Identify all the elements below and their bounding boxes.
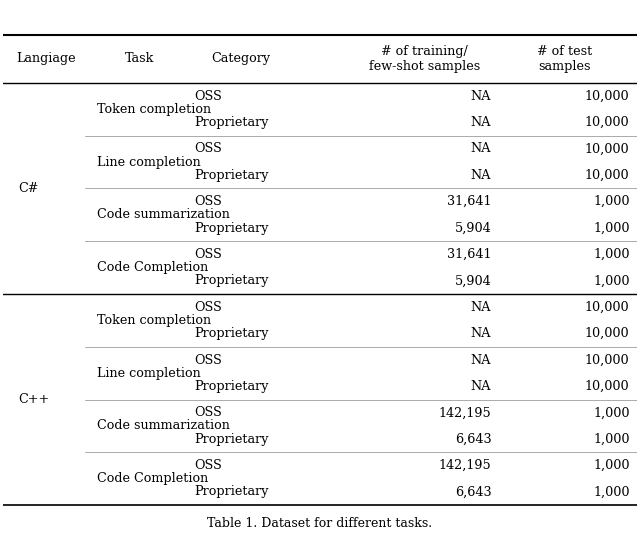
Text: NA: NA <box>471 143 492 156</box>
Text: 31,641: 31,641 <box>447 248 492 261</box>
Text: 1,000: 1,000 <box>593 459 630 472</box>
Text: Langiage: Langiage <box>16 52 76 65</box>
Text: 142,195: 142,195 <box>438 406 492 419</box>
Text: NA: NA <box>471 327 492 340</box>
Text: OSS: OSS <box>195 90 222 103</box>
Text: 5,904: 5,904 <box>454 274 492 287</box>
Text: OSS: OSS <box>195 248 222 261</box>
Text: NA: NA <box>471 169 492 182</box>
Text: Task: Task <box>125 52 154 65</box>
Text: OSS: OSS <box>195 459 222 472</box>
Text: Code Completion: Code Completion <box>97 472 208 485</box>
Text: 10,000: 10,000 <box>585 380 630 393</box>
Text: 31,641: 31,641 <box>447 195 492 208</box>
Text: 10,000: 10,000 <box>585 354 630 367</box>
Text: 6,643: 6,643 <box>454 485 492 498</box>
Text: OSS: OSS <box>195 195 222 208</box>
Text: Code Completion: Code Completion <box>97 261 208 274</box>
Text: 6,643: 6,643 <box>454 433 492 446</box>
Text: 1,000: 1,000 <box>593 248 630 261</box>
Text: Proprietary: Proprietary <box>195 485 269 498</box>
Text: C++: C++ <box>19 393 50 406</box>
Text: Proprietary: Proprietary <box>195 221 269 234</box>
Text: # of training/
few-shot samples: # of training/ few-shot samples <box>369 45 480 73</box>
Text: 142,195: 142,195 <box>438 459 492 472</box>
Text: NA: NA <box>471 301 492 314</box>
Text: C#: C# <box>19 182 39 195</box>
Text: Proprietary: Proprietary <box>195 274 269 287</box>
Text: Code summarization: Code summarization <box>97 420 230 433</box>
Text: 10,000: 10,000 <box>585 90 630 103</box>
Text: OSS: OSS <box>195 301 222 314</box>
Text: # of test
samples: # of test samples <box>536 45 592 73</box>
Text: Proprietary: Proprietary <box>195 380 269 393</box>
Text: 10,000: 10,000 <box>585 327 630 340</box>
Text: 5,904: 5,904 <box>454 221 492 234</box>
Text: OSS: OSS <box>195 406 222 419</box>
Text: Category: Category <box>211 52 270 65</box>
Text: 10,000: 10,000 <box>585 116 630 129</box>
Text: 1,000: 1,000 <box>593 406 630 419</box>
Text: NA: NA <box>471 116 492 129</box>
Text: Proprietary: Proprietary <box>195 327 269 340</box>
Text: Line completion: Line completion <box>97 367 200 380</box>
Text: NA: NA <box>471 354 492 367</box>
Text: NA: NA <box>471 90 492 103</box>
Text: 10,000: 10,000 <box>585 143 630 156</box>
Text: 1,000: 1,000 <box>593 485 630 498</box>
Text: NA: NA <box>471 380 492 393</box>
Text: Proprietary: Proprietary <box>195 169 269 182</box>
Text: 1,000: 1,000 <box>593 221 630 234</box>
Text: 1,000: 1,000 <box>593 274 630 287</box>
Text: OSS: OSS <box>195 354 222 367</box>
Text: Proprietary: Proprietary <box>195 433 269 446</box>
Text: Token completion: Token completion <box>97 314 211 327</box>
Text: 10,000: 10,000 <box>585 169 630 182</box>
Text: 1,000: 1,000 <box>593 433 630 446</box>
Text: OSS: OSS <box>195 143 222 156</box>
Text: Table 1. Dataset for different tasks.: Table 1. Dataset for different tasks. <box>207 517 433 530</box>
Text: Token completion: Token completion <box>97 103 211 116</box>
Text: 10,000: 10,000 <box>585 301 630 314</box>
Text: Proprietary: Proprietary <box>195 116 269 129</box>
Text: 1,000: 1,000 <box>593 195 630 208</box>
Text: Line completion: Line completion <box>97 156 200 168</box>
Text: Code summarization: Code summarization <box>97 208 230 221</box>
